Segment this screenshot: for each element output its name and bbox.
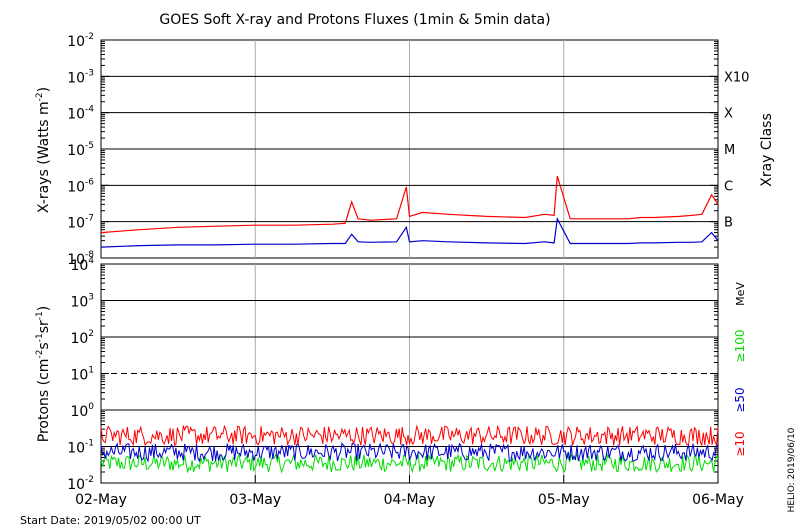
xray-tick-base: 10 xyxy=(67,107,85,123)
x-tick-label: 03-May xyxy=(229,492,281,508)
xray-ylabel-suffix: ) xyxy=(36,87,52,92)
xray-series-long xyxy=(100,175,719,234)
proton-tick-exp: 3 xyxy=(88,293,94,303)
xray-class-m: M xyxy=(724,143,735,158)
proton-series-ge10 xyxy=(100,424,719,447)
start-date-label: Start Date: 2019/05/02 00:00 UT xyxy=(20,514,201,527)
xray-y-ticks: 10-810-710-610-510-410-310-2 xyxy=(67,32,718,268)
x-tick-label: 02-May xyxy=(75,492,127,508)
xray-tick-exp: -7 xyxy=(85,214,94,224)
xray-class-x10: X10 xyxy=(724,70,749,85)
proton-ylabel-exp3: -1 xyxy=(35,311,45,320)
proton-tick-label: 10-2 xyxy=(67,475,94,493)
xray-series-short xyxy=(100,216,719,248)
xray-class-c: C xyxy=(724,179,733,194)
xray-class-axis-title: Xray Class xyxy=(759,113,775,187)
xray-tick-label: 10-2 xyxy=(67,32,94,50)
legend-ge50: ≥50 xyxy=(733,387,747,412)
xray-tick-base: 10 xyxy=(67,179,85,195)
xray-tick-label: 10-5 xyxy=(67,141,94,159)
proton-series-ge50 xyxy=(100,442,719,463)
xray-tick-label: 10-6 xyxy=(67,177,94,195)
xray-tick-base: 10 xyxy=(67,216,85,232)
xray-ylabel-exp: -2 xyxy=(35,92,45,101)
proton-ylabel-suffix: ) xyxy=(36,306,52,311)
proton-tick-exp: 1 xyxy=(88,366,94,376)
x-axis-labels: 02-May 03-May 04-May 05-May 06-May xyxy=(75,475,744,508)
legend-ge10: ≥10 xyxy=(733,431,747,456)
legend-ge100: ≥100 xyxy=(733,330,747,363)
proton-tick-exp: 4 xyxy=(88,256,94,266)
xray-tick-base: 10 xyxy=(67,252,85,268)
proton-tick-base: 10 xyxy=(70,368,88,384)
proton-ylabel-exp1: -2 xyxy=(35,350,45,359)
proton-tick-base: 10 xyxy=(67,477,85,493)
xray-y-axis-title: X-rays (Watts m-2) xyxy=(35,87,52,213)
proton-grid xyxy=(101,264,718,483)
proton-ylabel-mid2: sr xyxy=(36,320,52,333)
proton-unit-label: MeV xyxy=(734,282,747,306)
proton-tick-label: 101 xyxy=(70,366,94,384)
proton-tick-exp: -1 xyxy=(85,439,94,449)
proton-tick-exp: 0 xyxy=(88,402,94,412)
xray-tick-label: 10-8 xyxy=(67,250,94,268)
xray-ylabel-prefix: X-rays (Watts m xyxy=(36,101,52,213)
xray-tick-exp: -4 xyxy=(85,105,94,115)
xray-tick-base: 10 xyxy=(67,143,85,159)
proton-tick-label: 100 xyxy=(70,402,94,420)
proton-tick-base: 10 xyxy=(70,404,88,420)
proton-y-axis-title: Protons (cm-2s-1sr-1) xyxy=(35,306,52,442)
proton-tick-base: 10 xyxy=(70,331,88,347)
proton-tick-base: 10 xyxy=(67,441,85,457)
x-tick-label: 04-May xyxy=(384,492,436,508)
proton-tick-label: 104 xyxy=(70,256,94,274)
xray-tick-label: 10-7 xyxy=(67,214,94,232)
proton-ylabel-prefix: Protons (cm xyxy=(36,359,52,443)
x-tick-label: 05-May xyxy=(538,492,590,508)
chart-title: GOES Soft X-ray and Protons Fluxes (1min… xyxy=(159,12,550,28)
proton-tick-exp: 2 xyxy=(88,329,94,339)
xray-class-x: X xyxy=(724,107,733,122)
credit-label: HELIO: 2019/06/10 xyxy=(787,427,797,512)
xray-tick-label: 10-3 xyxy=(67,68,94,86)
proton-tick-label: 102 xyxy=(70,329,94,347)
xray-grid xyxy=(101,40,718,258)
proton-tick-label: 103 xyxy=(70,293,94,311)
xray-tick-exp: -3 xyxy=(85,68,94,78)
proton-tick-exp: -2 xyxy=(85,475,94,485)
xray-tick-exp: -2 xyxy=(85,32,94,42)
proton-ylabel-mid1: s xyxy=(36,342,52,349)
xray-class-labels: B C M X X10 xyxy=(724,70,749,230)
proton-ylabel-exp2: -1 xyxy=(35,333,45,342)
proton-tick-base: 10 xyxy=(70,295,88,311)
xray-tick-base: 10 xyxy=(67,34,85,50)
xray-tick-exp: -5 xyxy=(85,141,94,151)
xray-tick-exp: -6 xyxy=(85,177,94,187)
x-tick-label: 06-May xyxy=(692,492,744,508)
proton-series xyxy=(100,424,719,474)
xray-tick-label: 10-4 xyxy=(67,105,94,123)
xray-tick-exp: -8 xyxy=(85,250,94,260)
proton-tick-label: 10-1 xyxy=(67,439,94,457)
xray-class-b: B xyxy=(724,216,733,231)
xray-tick-base: 10 xyxy=(67,70,85,86)
proton-tick-base: 10 xyxy=(70,258,88,274)
xray-series xyxy=(100,175,719,248)
